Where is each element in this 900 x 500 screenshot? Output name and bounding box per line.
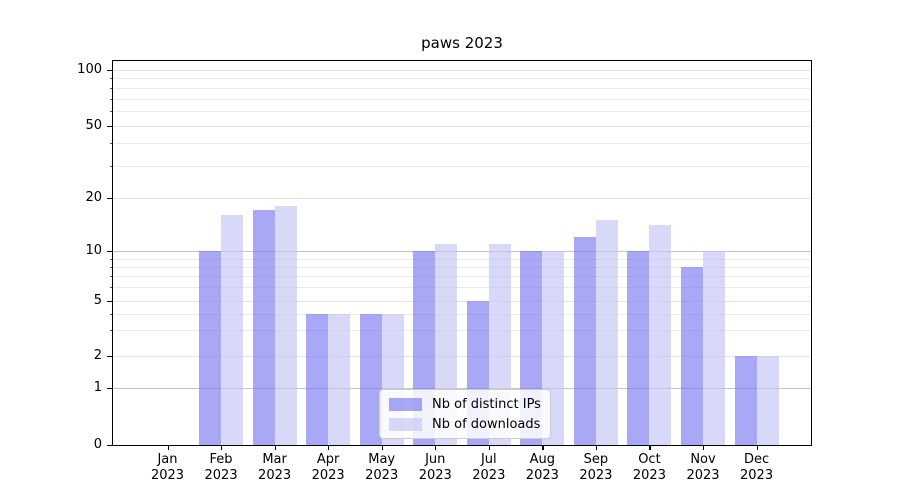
y-tick-label: 50 bbox=[85, 117, 102, 133]
legend-label: Nb of distinct IPs bbox=[432, 396, 541, 412]
y-tick-label: 5 bbox=[93, 292, 102, 308]
bar-downloads-apr bbox=[328, 313, 351, 445]
y-minor-tick-mark bbox=[109, 98, 113, 100]
y-tick-label: 2 bbox=[93, 347, 102, 363]
x-tick-mark bbox=[703, 445, 705, 450]
x-tick-mark bbox=[756, 445, 758, 450]
x-tick-mark bbox=[328, 445, 330, 450]
gridline bbox=[113, 388, 811, 389]
bar-downloads-sep bbox=[595, 219, 618, 445]
y-minor-tick-mark bbox=[109, 110, 113, 112]
x-tick-label-may: May 2023 bbox=[365, 452, 399, 483]
y-tick-label: 1 bbox=[93, 380, 102, 395]
minor-gridline bbox=[113, 78, 811, 80]
legend-item-distinct-ips: Nb of distinct IPs bbox=[389, 396, 541, 412]
x-tick-mark bbox=[381, 445, 383, 450]
bar-distinct-ips-may bbox=[359, 313, 382, 445]
chart-title: paws 2023 bbox=[421, 34, 503, 52]
x-tick-label-mar: Mar 2023 bbox=[258, 452, 292, 483]
x-tick-mark bbox=[221, 445, 223, 450]
y-minor-tick-mark bbox=[109, 287, 113, 289]
y-tick-label: 100 bbox=[77, 62, 102, 77]
bar-downloads-mar bbox=[274, 206, 297, 445]
x-tick-label-apr: Apr 2023 bbox=[311, 452, 345, 483]
minor-gridline bbox=[113, 313, 811, 315]
minor-gridline bbox=[113, 110, 811, 112]
gridline bbox=[113, 300, 811, 302]
legend-label: Nb of downloads bbox=[432, 416, 541, 432]
y-tick-mark bbox=[107, 125, 113, 127]
gridline bbox=[113, 70, 811, 71]
x-tick-label-nov: Nov 2023 bbox=[686, 452, 720, 483]
minor-gridline bbox=[113, 287, 811, 289]
bar-distinct-ips-nov bbox=[681, 266, 703, 445]
gridline bbox=[113, 251, 811, 252]
y-minor-tick-mark bbox=[109, 78, 113, 80]
bar-distinct-ips-dec bbox=[734, 355, 757, 445]
x-tick-mark bbox=[595, 445, 598, 450]
x-tick-mark bbox=[435, 445, 437, 450]
bar-downloads-dec bbox=[756, 355, 779, 445]
bar-distinct-ips-apr bbox=[306, 313, 329, 445]
y-tick-mark bbox=[107, 388, 113, 390]
x-tick-label-feb: Feb 2023 bbox=[204, 452, 238, 483]
x-tick-label-dec: Dec 2023 bbox=[740, 452, 774, 483]
minor-gridline bbox=[113, 276, 811, 278]
distinct-ips-swatch-icon bbox=[389, 397, 422, 411]
y-tick-mark bbox=[107, 198, 113, 200]
minor-gridline bbox=[113, 266, 811, 268]
y-minor-tick-mark bbox=[109, 276, 113, 278]
minor-gridline bbox=[113, 330, 811, 331]
bar-distinct-ips-oct bbox=[627, 251, 650, 445]
bar-distinct-ips-sep bbox=[573, 237, 596, 445]
bar-distinct-ips-mar bbox=[252, 210, 275, 445]
minor-gridline bbox=[113, 143, 811, 145]
y-minor-tick-mark bbox=[109, 330, 113, 331]
x-tick-label-aug: Aug 2023 bbox=[525, 452, 559, 483]
y-tick-mark bbox=[107, 444, 113, 446]
plot-area bbox=[112, 60, 812, 446]
x-tick-label-jul: Jul 2023 bbox=[472, 452, 506, 483]
bar-distinct-ips-feb bbox=[199, 251, 222, 445]
y-minor-tick-mark bbox=[109, 313, 113, 315]
y-tick-mark bbox=[107, 300, 113, 302]
y-tick-mark bbox=[107, 70, 113, 72]
y-tick-label: 10 bbox=[85, 243, 102, 258]
legend: Nb of distinct IPs Nb of downloads bbox=[379, 389, 551, 439]
y-minor-tick-mark bbox=[109, 165, 113, 167]
minor-gridline bbox=[113, 87, 811, 89]
y-minor-tick-mark bbox=[109, 143, 113, 145]
minor-gridline bbox=[113, 165, 811, 167]
x-tick-mark bbox=[542, 445, 544, 450]
x-tick-mark bbox=[274, 445, 276, 450]
y-minor-tick-mark bbox=[109, 87, 113, 89]
bar-downloads-oct bbox=[649, 225, 672, 445]
y-minor-tick-mark bbox=[109, 266, 113, 268]
y-tick-mark bbox=[107, 355, 113, 357]
gridline bbox=[113, 198, 811, 199]
bar-downloads-nov bbox=[703, 251, 725, 445]
bar-downloads-feb bbox=[221, 215, 244, 445]
y-tick-mark bbox=[107, 251, 113, 253]
downloads-swatch-icon bbox=[389, 417, 422, 431]
legend-item-downloads: Nb of downloads bbox=[389, 416, 541, 432]
y-minor-tick-mark bbox=[109, 258, 113, 260]
gridline bbox=[113, 355, 811, 357]
x-tick-label-oct: Oct 2023 bbox=[632, 452, 666, 483]
x-tick-label-jun: Jun 2023 bbox=[418, 452, 452, 483]
y-tick-label: 20 bbox=[85, 190, 102, 205]
x-tick-label-jan: Jan 2023 bbox=[150, 452, 185, 483]
x-tick-mark bbox=[488, 445, 490, 450]
minor-gridline bbox=[113, 258, 811, 260]
x-tick-mark bbox=[167, 445, 169, 450]
x-tick-mark bbox=[649, 445, 651, 450]
gridline bbox=[113, 125, 811, 127]
x-tick-label-sep: Sep 2023 bbox=[579, 452, 613, 483]
minor-gridline bbox=[113, 98, 811, 100]
y-tick-label: 0 bbox=[93, 436, 102, 452]
